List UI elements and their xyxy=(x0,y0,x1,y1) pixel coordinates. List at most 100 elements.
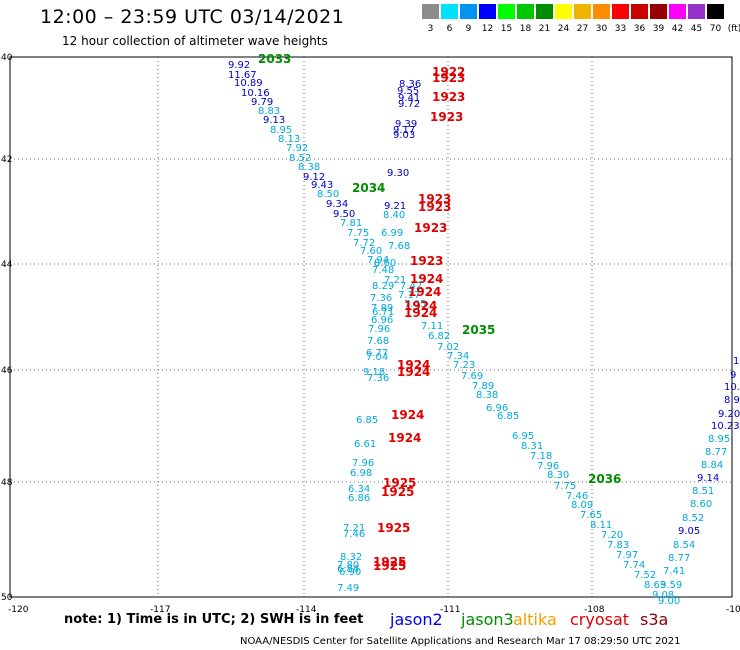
scale-label: 9 xyxy=(465,24,472,34)
map-frame xyxy=(9,56,733,598)
wave-height-value: 8.38 xyxy=(298,162,320,173)
wave-height-value: 7.49 xyxy=(337,583,359,594)
legend-jason2: jason2 xyxy=(390,610,443,629)
legend-jason3: jason3 xyxy=(461,610,514,629)
wave-height-value: 6.99 xyxy=(381,228,403,239)
wave-height-value: 8.9 xyxy=(724,395,740,406)
wave-height-value: 7.97 xyxy=(616,550,638,561)
wave-height-value: 8.38 xyxy=(476,390,498,401)
footer-note: note: 1) Time is in UTC; 2) SWH is in fe… xyxy=(64,612,364,627)
wave-height-value: 8.40 xyxy=(383,210,405,221)
wave-height-value: 9.92 xyxy=(228,60,250,71)
scale-swatch xyxy=(517,4,534,19)
lon-label: -117 xyxy=(150,605,170,615)
wave-height-value: 7.02 xyxy=(437,342,459,353)
wave-height-value: 8.95 xyxy=(270,125,292,136)
wave-height-value: 8.60 xyxy=(374,258,396,269)
scale-label: 70 xyxy=(709,24,722,34)
wave-height-value: 7.75 xyxy=(347,228,369,239)
wave-height-value: 7.96 xyxy=(537,461,559,472)
time-label: 1924 xyxy=(408,285,441,299)
wave-height-value: 9.72 xyxy=(398,99,420,110)
wave-height-value: 7.36 xyxy=(370,293,392,304)
wave-height-value: 6.85 xyxy=(497,411,519,422)
time-label: 2034 xyxy=(352,181,385,195)
wave-height-value: 7.72 xyxy=(353,238,375,249)
wave-height-value: 6.84 xyxy=(337,564,359,575)
legend-s3a: s3a xyxy=(640,610,669,629)
wave-height-value: 9.12 xyxy=(303,172,325,183)
wave-height-value: 6.61 xyxy=(354,439,376,450)
scale-label: 27 xyxy=(576,24,589,34)
wave-height-value: 7.81 xyxy=(340,218,362,229)
wave-height-value: 7.17 xyxy=(398,290,420,301)
credit-line: NOAA/NESDIS Center for Satellite Applica… xyxy=(240,636,681,647)
wave-height-value: 8.11 xyxy=(590,520,612,531)
wave-height-value: 9.39 xyxy=(395,119,417,130)
wave-height-value: 8.95 xyxy=(708,434,730,445)
wave-height-value: 7.46 xyxy=(343,529,365,540)
scale-swatch xyxy=(574,4,591,19)
time-label: 1924 xyxy=(388,431,421,445)
wave-height-value: 9.30 xyxy=(387,168,409,179)
scale-swatch xyxy=(422,4,439,19)
wave-height-value: 7.20 xyxy=(601,530,623,541)
lat-label: 50 xyxy=(1,593,13,603)
wave-height-value: 8.36 xyxy=(399,79,421,90)
wave-height-value: 7.21 xyxy=(384,275,406,286)
wave-height-value: 7.92 xyxy=(286,143,308,154)
wave-height-value: 7.48 xyxy=(372,265,394,276)
wave-height-value: 7.89 xyxy=(371,303,393,314)
lon-label: -114 xyxy=(296,605,317,615)
wave-height-value: 6.96 xyxy=(371,315,393,326)
time-label: 1922 xyxy=(432,65,465,79)
time-label: 1925 xyxy=(377,521,410,535)
scale-label: 6 xyxy=(446,24,453,34)
wave-height-value: 8.54 xyxy=(673,540,695,551)
lon-label: -10 xyxy=(726,605,740,615)
wave-height-value: 6.34 xyxy=(348,484,370,495)
wave-height-value: 9.55 xyxy=(397,86,419,97)
scale-swatch xyxy=(460,4,477,19)
wave-height-value: 9.50 xyxy=(333,209,355,220)
scale-label: 30 xyxy=(595,24,608,34)
wave-height-value: 7.46 xyxy=(566,491,588,502)
scale-swatch xyxy=(479,4,496,19)
wave-height-value: 7.18 xyxy=(530,451,552,462)
scale-label: (ft) xyxy=(727,24,740,34)
wave-height-value: 7.11 xyxy=(421,321,443,332)
wave-height-value: 8.09 xyxy=(571,500,593,511)
lat-label: 40 xyxy=(1,53,13,63)
wave-height-value: 8.32 xyxy=(340,552,362,563)
wave-height-value: 9.00 xyxy=(658,596,680,607)
wave-height-value: 7.42 xyxy=(400,281,422,292)
wave-height-value: 7.83 xyxy=(607,540,629,551)
scale-swatch xyxy=(593,4,610,19)
time-label: 1924 xyxy=(397,358,430,372)
wave-height-value: 7.04 xyxy=(366,352,388,363)
scale-swatch xyxy=(536,4,553,19)
time-label: 2033 xyxy=(258,52,291,66)
wave-height-value: 8.83 xyxy=(258,106,280,117)
wave-height-value: 7.41 xyxy=(663,566,685,577)
time-label: 1923 xyxy=(432,90,465,104)
wave-height-value: 7.60 xyxy=(360,246,382,257)
time-label: 1924 xyxy=(404,306,437,320)
time-label: 1925 xyxy=(383,476,416,490)
scale-label: 33 xyxy=(614,24,627,34)
wave-height-value: 9.08 xyxy=(652,590,674,601)
time-label: 1923 xyxy=(432,71,465,85)
wave-height-value: 7.68 xyxy=(367,336,389,347)
wave-height-value: 9.13 xyxy=(263,115,285,126)
wave-height-value: 8.77 xyxy=(705,447,727,458)
scale-label: 15 xyxy=(500,24,513,34)
time-label: 1925 xyxy=(373,559,406,573)
wave-height-value: 7.96 xyxy=(368,324,390,335)
time-label: 1923 xyxy=(410,254,443,268)
wave-height-value: 7.52 xyxy=(634,570,656,581)
scale-label: 18 xyxy=(519,24,532,34)
wave-height-value: 6.82 xyxy=(428,331,450,342)
scale-label: 42 xyxy=(671,24,684,34)
scale-swatch xyxy=(669,4,686,19)
time-label: 1924 xyxy=(410,272,443,286)
